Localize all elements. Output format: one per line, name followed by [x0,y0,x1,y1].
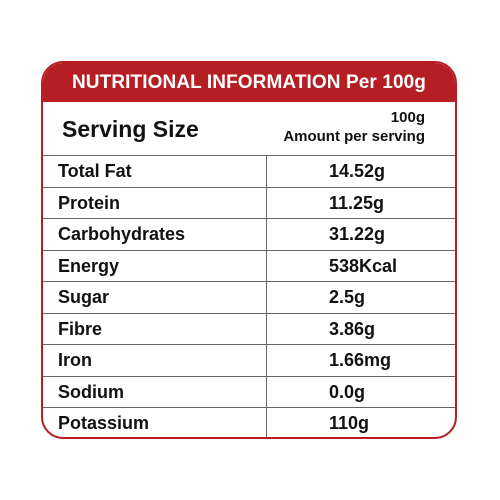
table-row: Carbohydrates 31.22g [43,219,455,251]
amount-per-serving-label: Amount per serving [283,128,425,145]
nutrient-value: 110g [329,413,370,433]
nutrient-name: Sugar [43,282,267,313]
table-row: Sodium 0.0g [43,376,455,408]
nutrient-name: Potassium [43,408,267,437]
table-row: Sugar 2.5g [43,282,455,314]
nutrient-table: Total Fat 14.52g Protein 11.25g Carbohyd… [43,155,455,437]
nutrient-value: 538Kcal [329,255,398,276]
nutrient-value: 1.66mg [329,350,392,370]
nutrient-value: 31.22g [329,224,386,244]
table-row: Energy 538Kcal [43,250,455,282]
table-row: Potassium 110g [43,408,455,437]
nutrient-name: Iron [43,345,267,376]
serving-size-label: Serving Size [62,116,199,142]
serving-header: Serving Size 100g Amount per serving [43,102,455,155]
table-row: Total Fat 14.52g [43,156,455,188]
nutrient-name: Total Fat [43,156,267,187]
serving-size-value: 100g [390,109,425,126]
nutrient-name: Protein [43,187,267,218]
nutrient-value: 11.25g [329,192,385,213]
table-row: Protein 11.25g [43,187,455,219]
nutrient-name: Carbohydrates [43,219,267,250]
nutrient-name: Sodium [43,376,267,407]
table-row: Iron 1.66mg [43,345,455,377]
panel-title: NUTRITIONAL INFORMATION Per 100g [43,63,455,102]
nutrient-value: 14.52g [329,161,386,181]
table-row: Fibre 3.86g [43,313,455,345]
nutrient-name: Fibre [43,313,267,344]
nutrient-value: 3.86g [329,318,376,339]
nutrient-value: 2.5g [329,287,366,307]
nutrition-panel: NUTRITIONAL INFORMATION Per 100g Serving… [41,61,457,439]
nutrient-value: 0.0g [329,381,366,402]
nutrient-name: Energy [43,250,267,281]
